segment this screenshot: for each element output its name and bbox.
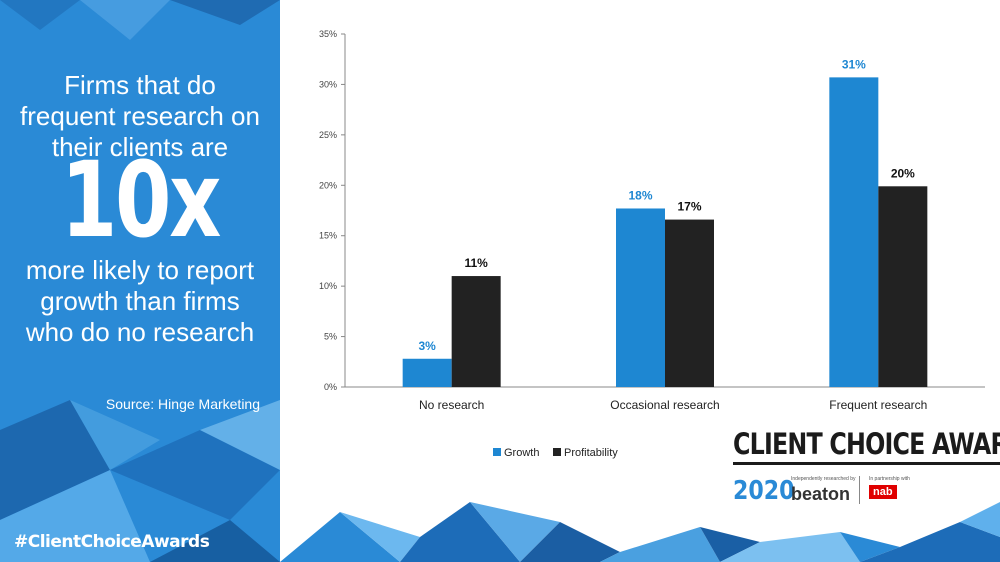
data-labels: 3% 11% 18% 17% 31% 20%: [418, 57, 915, 352]
category-label: Frequent research: [829, 398, 927, 412]
y-tick-label: 20%: [319, 180, 337, 190]
beaton-logo: beaton: [791, 484, 851, 504]
logo-year: 2020: [733, 476, 795, 506]
bar-growth: [829, 77, 879, 388]
category-label: Occasional research: [610, 398, 719, 412]
legend-label: Profitability: [564, 447, 618, 459]
legend: Growth Profitability: [493, 447, 618, 459]
logo-title: CLIENT CHOICE AWARDS: [733, 428, 1000, 465]
y-tick-label: 0%: [324, 382, 337, 392]
y-tick-label: 30%: [319, 79, 337, 89]
y-tick-label: 35%: [319, 29, 337, 39]
bar-profitability: [451, 276, 501, 387]
left-panel: Firms that do frequent research on their…: [0, 0, 280, 562]
data-label: 20%: [891, 166, 915, 180]
bar-profitability: [878, 186, 928, 387]
nab-logo: nab: [869, 485, 897, 499]
y-tick-label: 15%: [319, 231, 337, 241]
data-label: 17%: [677, 200, 701, 214]
polygon-background: [0, 0, 280, 562]
data-label: 31%: [842, 57, 866, 71]
y-tick-label: 25%: [319, 130, 337, 140]
bar-profitability: [665, 219, 714, 387]
category-label: No research: [419, 398, 484, 412]
bar-growth: [402, 358, 452, 387]
legend-swatch: [553, 448, 561, 456]
logo-partnership-text: In partnership with: [869, 476, 910, 482]
headline-line: growth than firms: [40, 286, 240, 316]
headline-bottom: more likely to report growth than firms …: [0, 255, 280, 348]
headline-line: more likely to report: [25, 255, 255, 285]
headline-line: their clients are: [51, 132, 229, 162]
source-note: Source: Hinge Marketing: [105, 396, 260, 412]
legend-swatch: [493, 448, 501, 456]
headline-multiplier: 10x: [60, 139, 222, 261]
y-tick-label: 10%: [319, 281, 337, 291]
category-labels: No research Occasional research Frequent r…: [419, 398, 927, 412]
headline-line: frequent research on: [20, 101, 260, 131]
bars: [402, 77, 928, 388]
data-label: 11%: [464, 256, 488, 270]
data-label: 18%: [628, 188, 652, 202]
legend-label: Growth: [504, 447, 539, 459]
logo-divider: [859, 476, 860, 504]
client-choice-awards-logo: CLIENT CHOICE AWARDS 2020 Independently …: [733, 428, 1000, 508]
data-label: 3%: [418, 339, 436, 353]
logo-independently-text: Independently researched by: [791, 476, 856, 482]
y-tick-label: 5%: [324, 332, 337, 342]
bar-chart: 0% 5% 10% 15% 20% 25% 30% 35% 3% 11% 18% 17% 31% 20%…: [319, 29, 985, 459]
headline-line: who do no research: [25, 317, 255, 347]
bottom-polygon-art: [280, 502, 1000, 562]
headline-line: Firms that do: [64, 70, 216, 100]
bar-growth: [616, 208, 665, 387]
headline-top: Firms that do frequent research on their…: [0, 70, 280, 163]
hashtag: #ClientChoiceAwards: [14, 532, 210, 552]
